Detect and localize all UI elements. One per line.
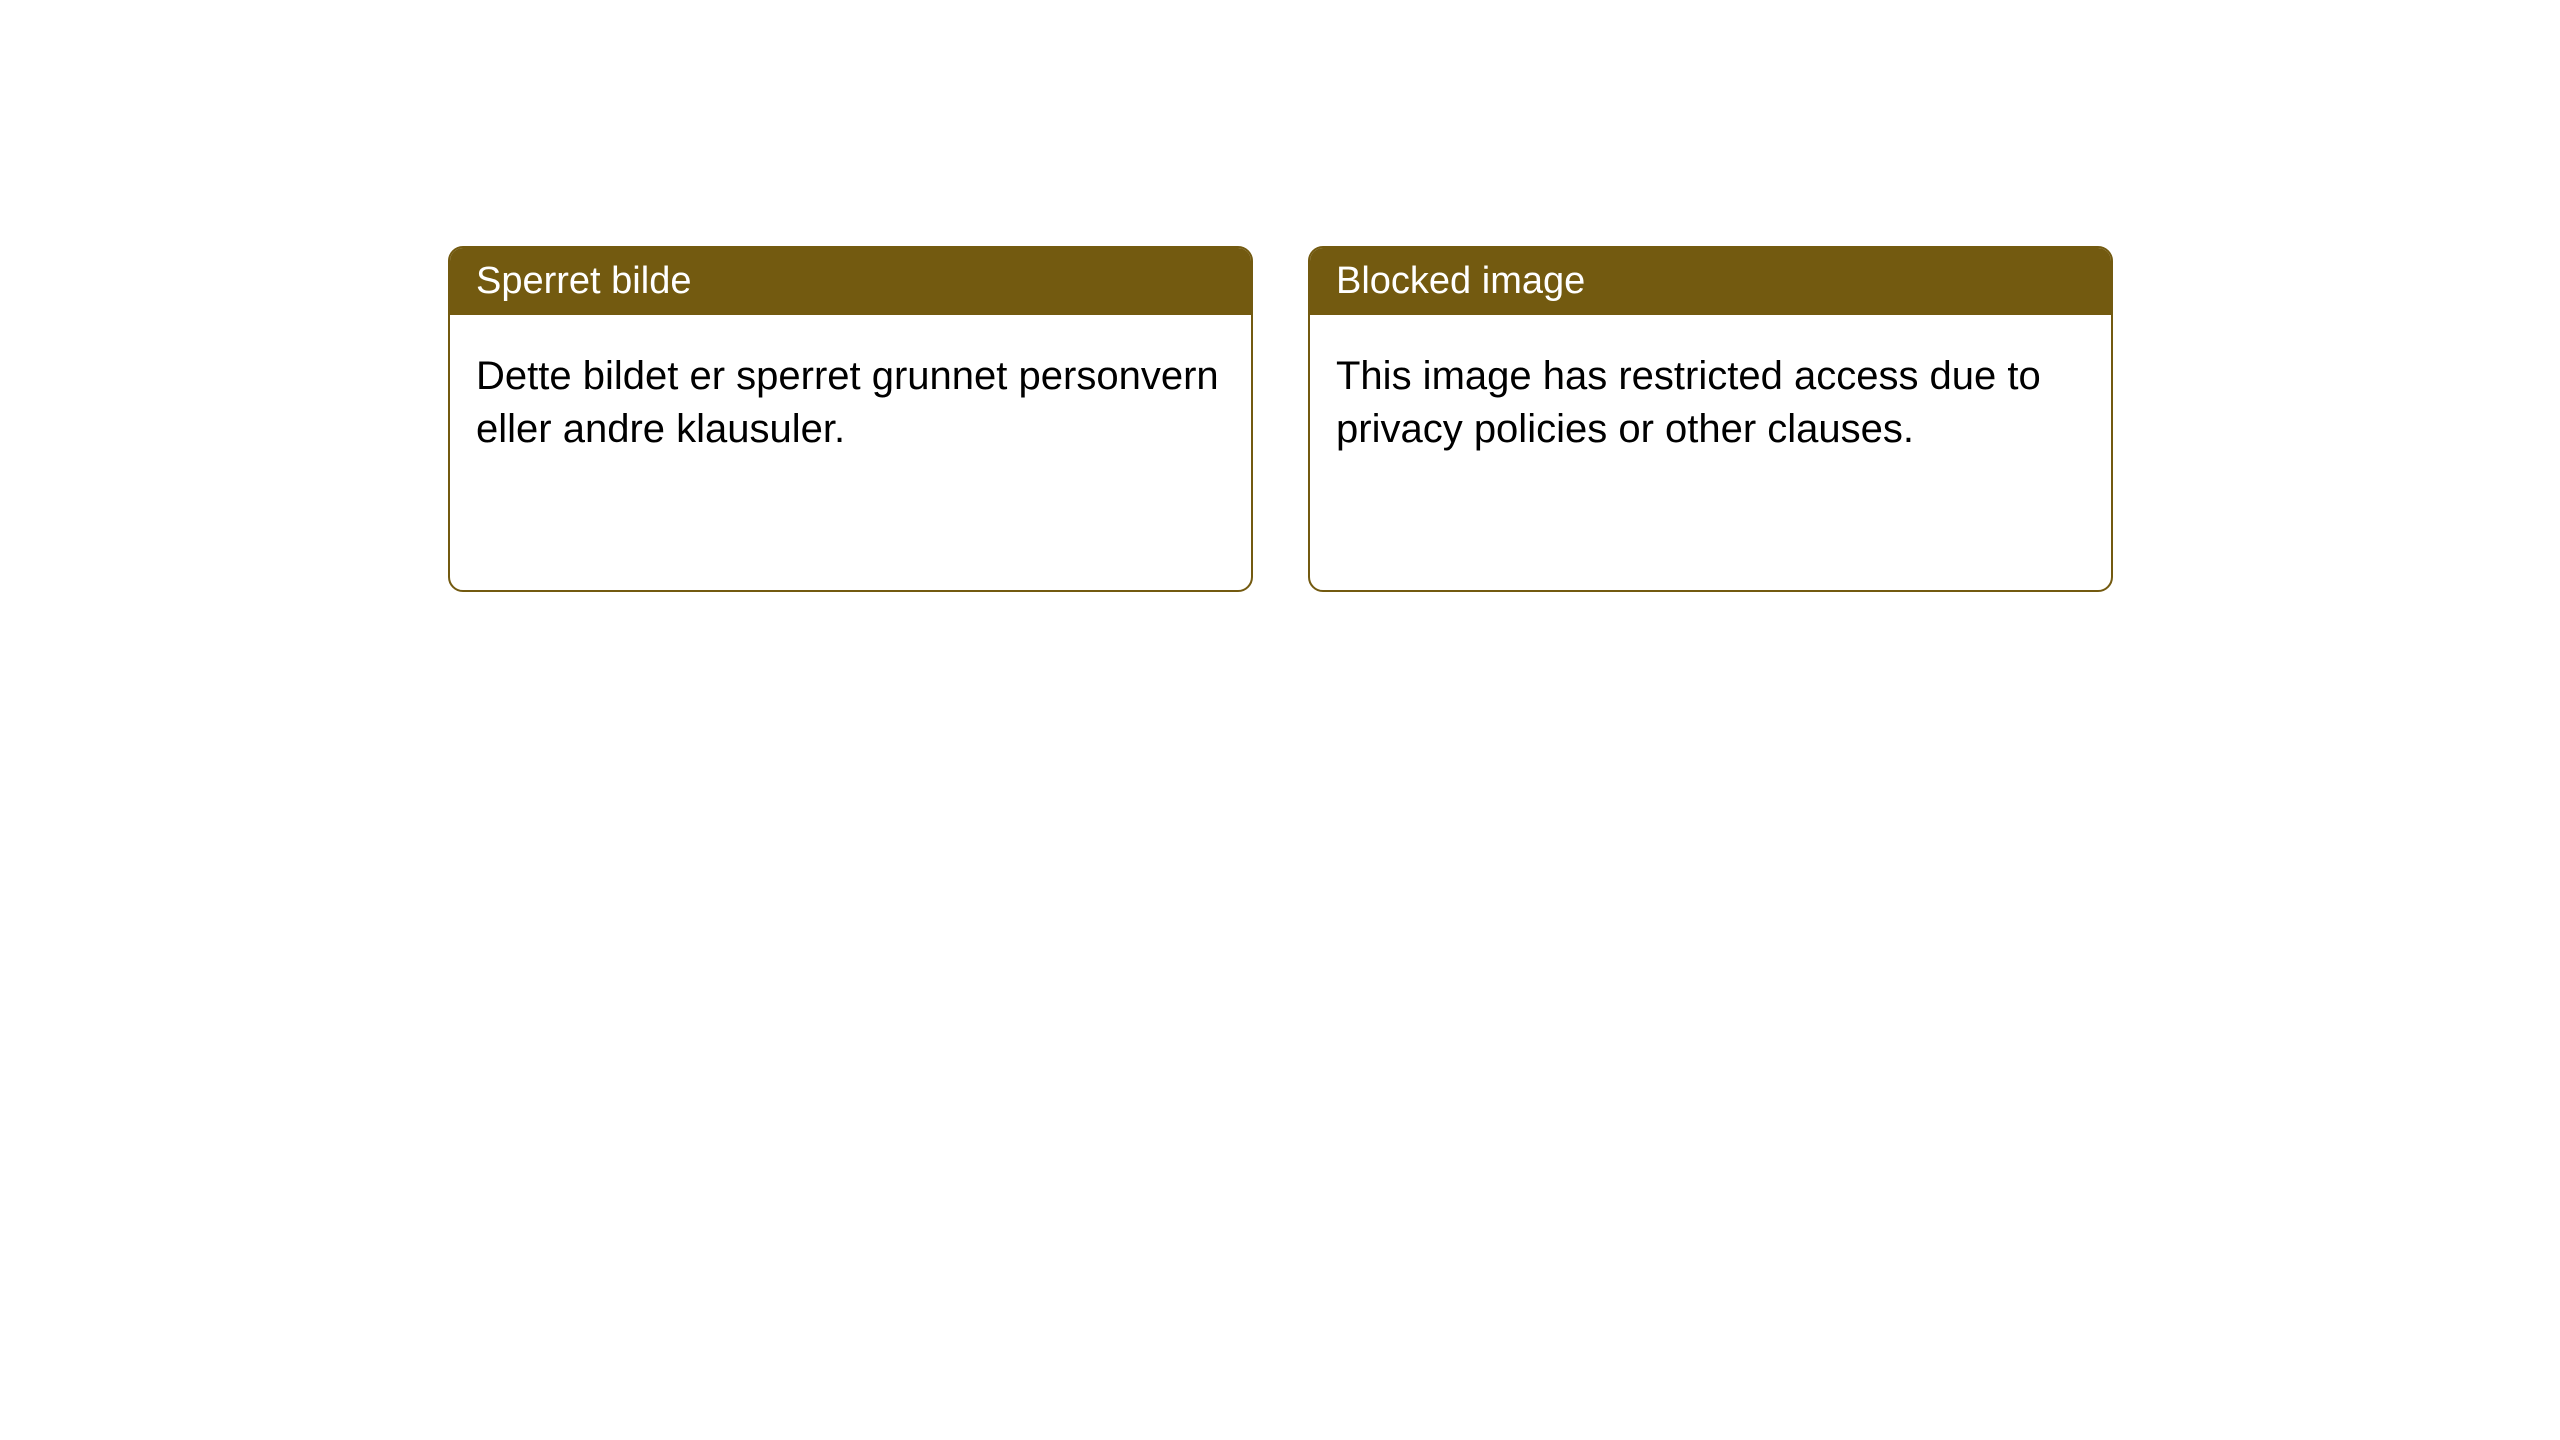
card-body-text-en: This image has restricted access due to … xyxy=(1336,354,2041,451)
card-body-en: This image has restricted access due to … xyxy=(1310,315,2111,590)
card-title-no: Sperret bilde xyxy=(476,260,691,302)
card-header-en: Blocked image xyxy=(1310,248,2111,315)
blocked-image-card-en: Blocked image This image has restricted … xyxy=(1308,246,2113,592)
card-title-en: Blocked image xyxy=(1336,260,1585,302)
card-header-no: Sperret bilde xyxy=(450,248,1251,315)
card-body-text-no: Dette bildet er sperret grunnet personve… xyxy=(476,354,1219,451)
blocked-image-card-no: Sperret bilde Dette bildet er sperret gr… xyxy=(448,246,1253,592)
notice-cards-container: Sperret bilde Dette bildet er sperret gr… xyxy=(448,246,2113,592)
card-body-no: Dette bildet er sperret grunnet personve… xyxy=(450,315,1251,590)
